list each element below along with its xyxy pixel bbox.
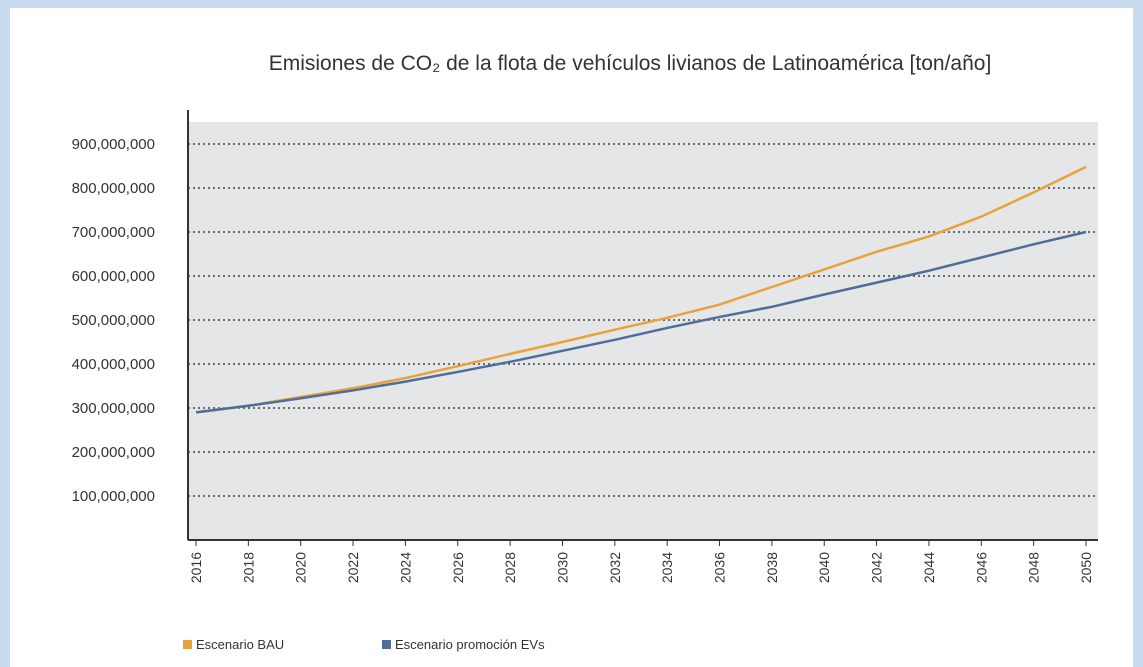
x-tick-label: 2032 — [607, 552, 623, 583]
y-tick-label: 500,000,000 — [72, 312, 155, 329]
x-tick-label: 2016 — [188, 552, 204, 583]
x-tick-label: 2036 — [712, 552, 728, 583]
x-tick-label: 2038 — [764, 552, 780, 583]
x-tick-label: 2044 — [921, 552, 937, 583]
y-tick-label: 900,000,000 — [72, 136, 155, 153]
x-tick-label: 2040 — [816, 552, 832, 583]
plot-area — [188, 122, 1098, 540]
x-tick-label: 2046 — [973, 552, 989, 583]
legend-label: Escenario promoción EVs — [395, 637, 545, 652]
chart-title: Emisiones de CO₂ de la flota de vehículo… — [269, 52, 992, 75]
y-tick-label: 200,000,000 — [72, 444, 155, 461]
y-tick-label: 300,000,000 — [72, 400, 155, 417]
legend-swatch — [183, 640, 192, 649]
series-line — [195, 165, 1087, 414]
x-tick-label: 2028 — [502, 552, 518, 583]
x-tick-label: 2022 — [345, 552, 361, 583]
x-tick-label: 2042 — [869, 552, 885, 583]
y-tick-label: 400,000,000 — [72, 356, 155, 373]
x-tick-label: 2030 — [554, 552, 570, 583]
y-tick-label: 800,000,000 — [72, 180, 155, 197]
x-tick-label: 2026 — [450, 552, 466, 583]
x-tick-label: 2050 — [1078, 552, 1094, 583]
series-line — [195, 230, 1087, 414]
x-tick-label: 2034 — [659, 552, 675, 583]
y-tick-label: 700,000,000 — [72, 224, 155, 241]
x-tick-label: 2024 — [397, 552, 413, 583]
x-tick-label: 2018 — [240, 552, 256, 583]
legend-swatch — [382, 640, 391, 649]
y-tick-label: 100,000,000 — [72, 488, 155, 505]
x-tick-label: 2048 — [1026, 552, 1042, 583]
x-tick-label: 2020 — [293, 552, 309, 583]
legend-label: Escenario BAU — [196, 637, 284, 652]
y-tick-label: 600,000,000 — [72, 268, 155, 285]
